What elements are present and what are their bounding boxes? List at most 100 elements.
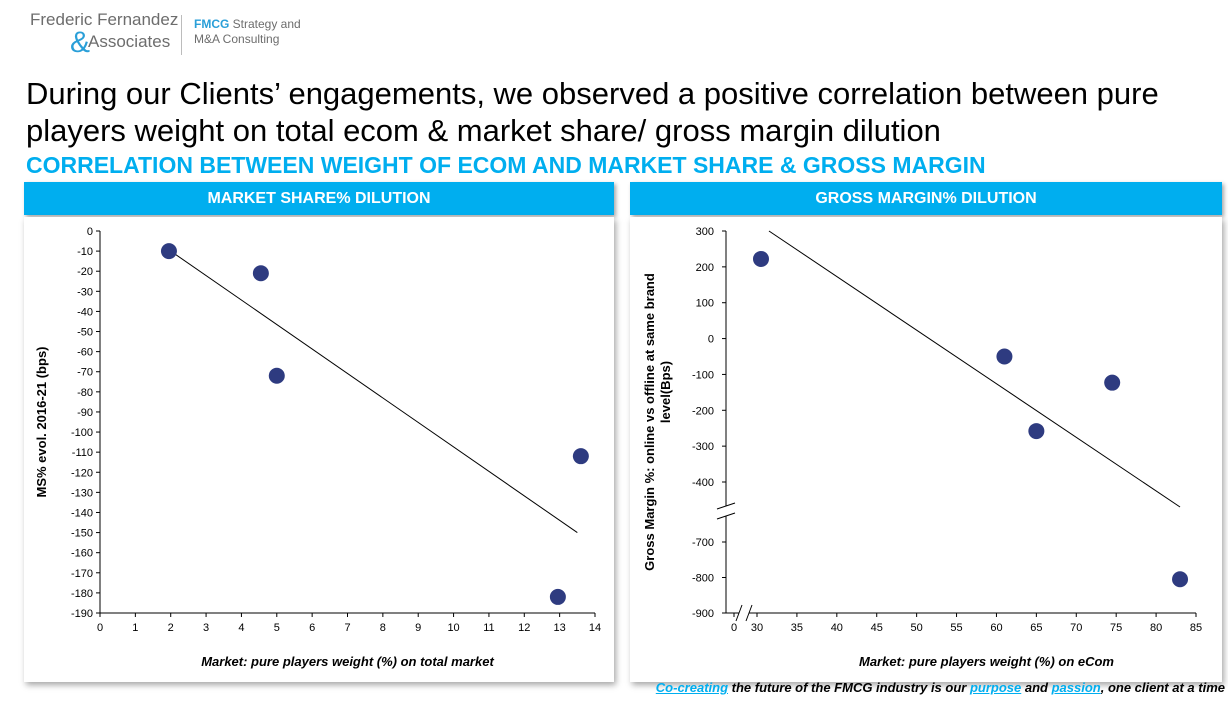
x-tick-label: 14 — [589, 622, 601, 634]
footer-text-1: the future of the FMCG industry is our — [728, 680, 970, 695]
y-axis-title: Gross Margin %: online vs offline at sam… — [642, 273, 673, 571]
data-point — [1172, 571, 1189, 588]
data-point — [752, 250, 769, 267]
y-tick-label: -800 — [692, 573, 714, 585]
market-share-scatter-chart: 0 -10 -20 -30 -40 -50 -60 -70 -80 -90 -100 -110 -120… — [34, 226, 601, 669]
y-tick-label: -130 — [71, 487, 93, 499]
logo-tagline-brand: FMCG — [194, 17, 230, 31]
y-tick-label: -300 — [692, 441, 714, 453]
data-point — [268, 367, 285, 384]
y-tick-label: -90 — [77, 407, 93, 419]
y-axis-break-mark — [716, 512, 736, 520]
x-tick-label: 80 — [1150, 622, 1162, 634]
right-panel-title: GROSS MARGIN% DILUTION — [630, 182, 1222, 215]
y-axis-break-mark — [716, 502, 736, 510]
y-tick-label: -190 — [71, 608, 93, 620]
y-tick-label: 200 — [696, 262, 714, 274]
logo-tagline: FMCG Strategy and M&A Consulting — [194, 17, 301, 47]
y-tick-label: -10 — [77, 246, 93, 258]
data-point — [572, 448, 589, 465]
y-tick-label: -150 — [71, 528, 93, 540]
x-tick-label: 8 — [380, 622, 386, 634]
x-axis-break-mark — [735, 604, 743, 622]
footer-purpose: purpose — [969, 680, 1022, 695]
y-tick-label: -900 — [692, 608, 714, 620]
y-tick-label: 0 — [87, 226, 93, 238]
data-point — [160, 243, 177, 260]
y-tick-label: -400 — [692, 477, 714, 489]
data-point — [1104, 374, 1121, 391]
x-tick-label: 11 — [483, 622, 494, 634]
slide-subheadline: CORRELATION BETWEEN WEIGHT OF ECOM AND M… — [26, 152, 986, 178]
y-axis-title: MS% evol. 2016-21 (bps) — [34, 347, 49, 498]
footer-cocreating: Co-creating — [655, 680, 729, 695]
left-panel-title: MARKET SHARE% DILUTION — [24, 182, 614, 215]
y-tick-label: -200 — [692, 405, 714, 417]
x-axis-break-mark — [745, 604, 753, 622]
x-tick-label: 35 — [791, 622, 803, 634]
data-point — [996, 348, 1013, 365]
gross-margin-scatter-chart: 300 200 100 0 -100 -200 -300 -400 -700 -800 -900 0 3… — [642, 226, 1202, 669]
x-tick-label: 5 — [274, 622, 280, 634]
footer-text-2: and — [1021, 680, 1052, 695]
footer-passion: passion — [1051, 680, 1101, 695]
x-tick-label: 55 — [950, 622, 962, 634]
x-tick-label: 12 — [518, 622, 530, 634]
data-point — [549, 588, 566, 605]
x-tick-label: 45 — [871, 622, 883, 634]
logo-name-line1: Frederic Fernandez — [30, 10, 179, 29]
slide-headline: During our Clients’ engagements, we obse… — [26, 76, 1159, 148]
y-tick-label: -40 — [77, 306, 93, 318]
x-tick-label: 50 — [911, 622, 923, 634]
y-tick-label: -110 — [72, 447, 93, 459]
x-tick-label: 4 — [238, 622, 244, 634]
trendline — [768, 230, 1181, 508]
data-point — [252, 265, 269, 282]
y-tick-label: -120 — [71, 467, 93, 479]
x-tick-label: 0 — [97, 622, 103, 634]
x-tick-label: 2 — [168, 622, 174, 634]
x-axis-title: Market: pure players weight (%) on total… — [201, 654, 494, 669]
logo-divider — [181, 15, 182, 55]
x-tick-label: 60 — [990, 622, 1002, 634]
logo-name-line2: Associates — [88, 32, 171, 51]
y-tick-label: -100 — [692, 369, 714, 381]
x-tick-label: 40 — [831, 622, 843, 634]
left-chart-panel: 0 -10 -20 -30 -40 -50 -60 -70 -80 -90 -100 -110 -120… — [24, 217, 614, 682]
x-tick-label: 85 — [1190, 622, 1202, 634]
footer-tagline: Co-creating the future of the FMCG indus… — [656, 680, 1225, 695]
y-tick-label: -170 — [71, 568, 93, 580]
x-tick-label: 75 — [1110, 622, 1122, 634]
y-tick-label: -50 — [77, 327, 93, 339]
x-tick-label: 6 — [309, 622, 315, 634]
x-tick-label: 9 — [415, 622, 421, 634]
y-tick-label: -80 — [77, 387, 93, 399]
logo-tagline-rest: Strategy and — [229, 17, 301, 31]
right-chart-panel: 300 200 100 0 -100 -200 -300 -400 -700 -800 -900 0 3… — [630, 217, 1222, 682]
logo-ampersand: & — [70, 26, 91, 59]
x-tick-label: 3 — [203, 622, 209, 634]
y-tick-label: -70 — [77, 367, 93, 379]
y-tick-label: -180 — [71, 588, 93, 600]
y-tick-label: -160 — [71, 548, 93, 560]
x-tick-label: 70 — [1070, 622, 1082, 634]
x-axis-title: Market: pure players weight (%) on eCom — [859, 654, 1114, 669]
y-tick-label: -100 — [71, 427, 93, 439]
company-logo: Frederic Fernandez & Associates FMCG Str… — [30, 10, 320, 60]
x-tick-label: 10 — [447, 622, 459, 634]
footer-text-3: , one client at a time — [1100, 680, 1225, 695]
x-tick-label: 30 — [751, 622, 763, 634]
y-tick-label: 100 — [696, 298, 714, 310]
y-tick-label: -20 — [77, 266, 93, 278]
trendline — [170, 250, 578, 533]
logo-tagline-line2: M&A Consulting — [194, 32, 280, 46]
y-tick-label: -60 — [77, 347, 93, 359]
y-tick-label: 0 — [708, 334, 714, 346]
y-tick-label: 300 — [696, 226, 714, 238]
y-tick-label: -700 — [692, 537, 714, 549]
x-tick-label: 13 — [554, 622, 566, 634]
y-tick-label: -140 — [71, 507, 93, 519]
x-tick-label: 7 — [344, 622, 350, 634]
y-tick-label: -30 — [77, 286, 93, 298]
x-tick-label: 65 — [1030, 622, 1042, 634]
